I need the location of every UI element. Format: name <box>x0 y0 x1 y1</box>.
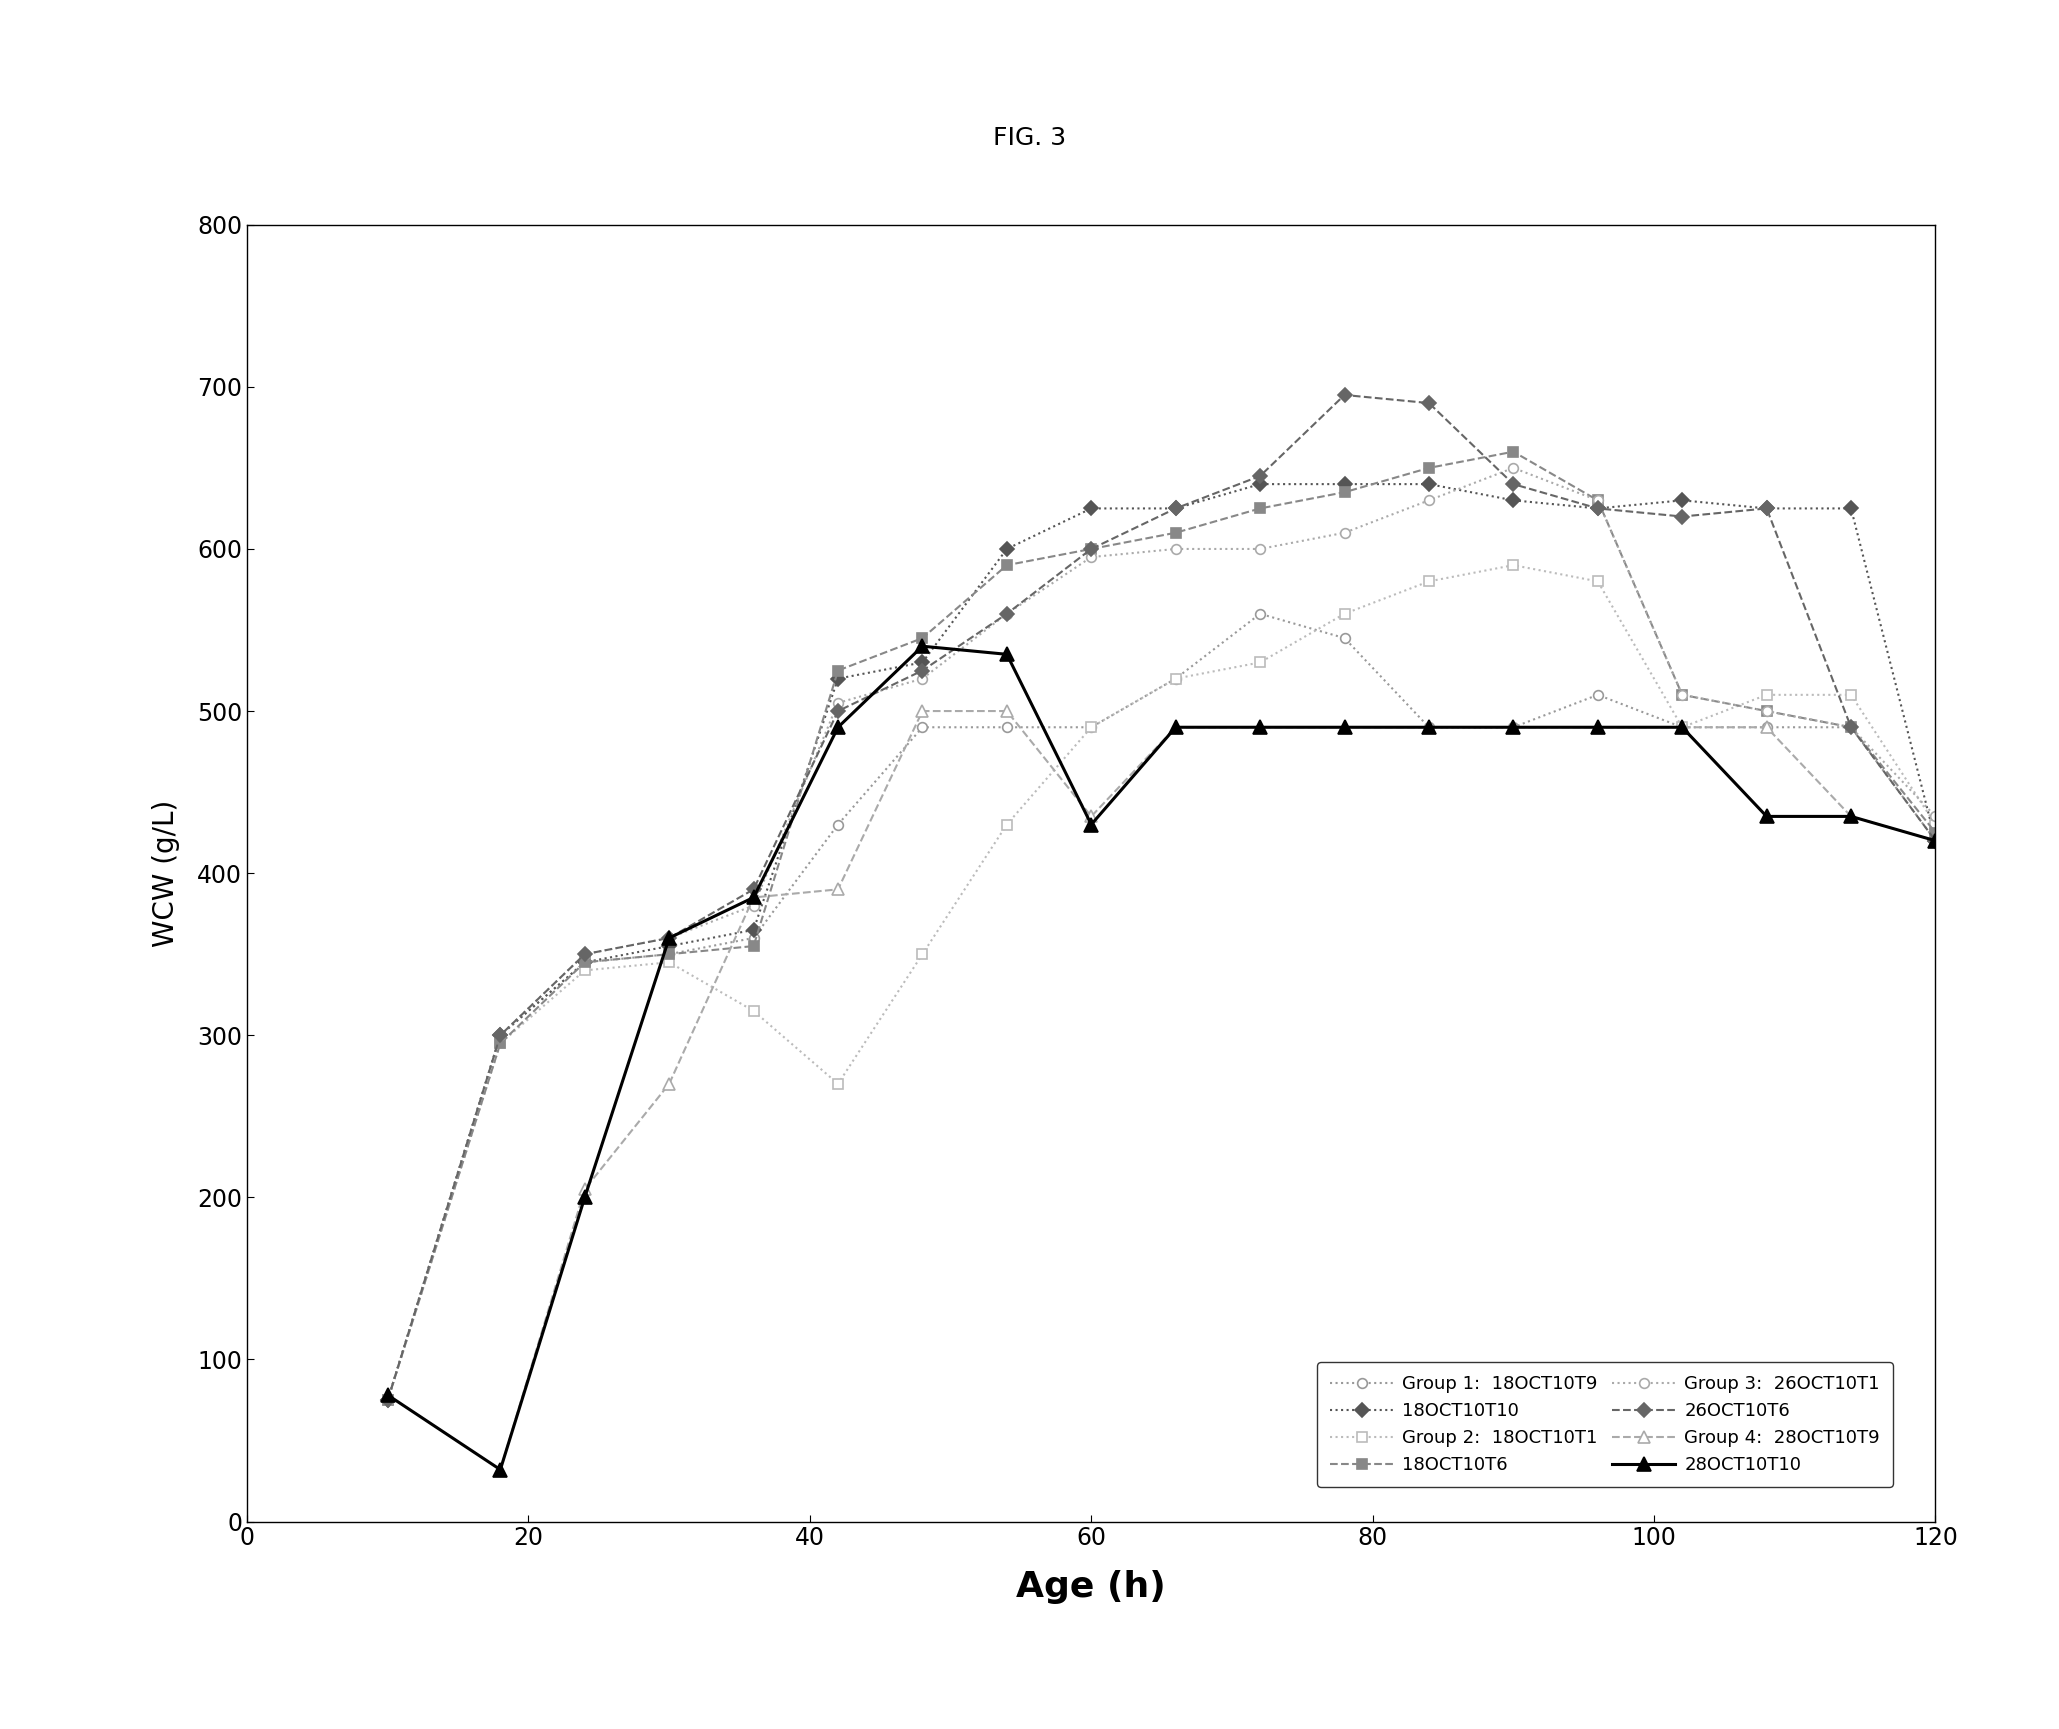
X-axis label: Age (h): Age (h) <box>1017 1570 1165 1605</box>
Y-axis label: WCW (g/L): WCW (g/L) <box>152 799 181 947</box>
Text: FIG. 3: FIG. 3 <box>992 126 1067 150</box>
Legend: Group 1:  18OCT10T9, 18OCT10T10, Group 2:  18OCT10T1, 18OCT10T6, Group 3:  26OCT: Group 1: 18OCT10T9, 18OCT10T10, Group 2:… <box>1318 1362 1892 1487</box>
